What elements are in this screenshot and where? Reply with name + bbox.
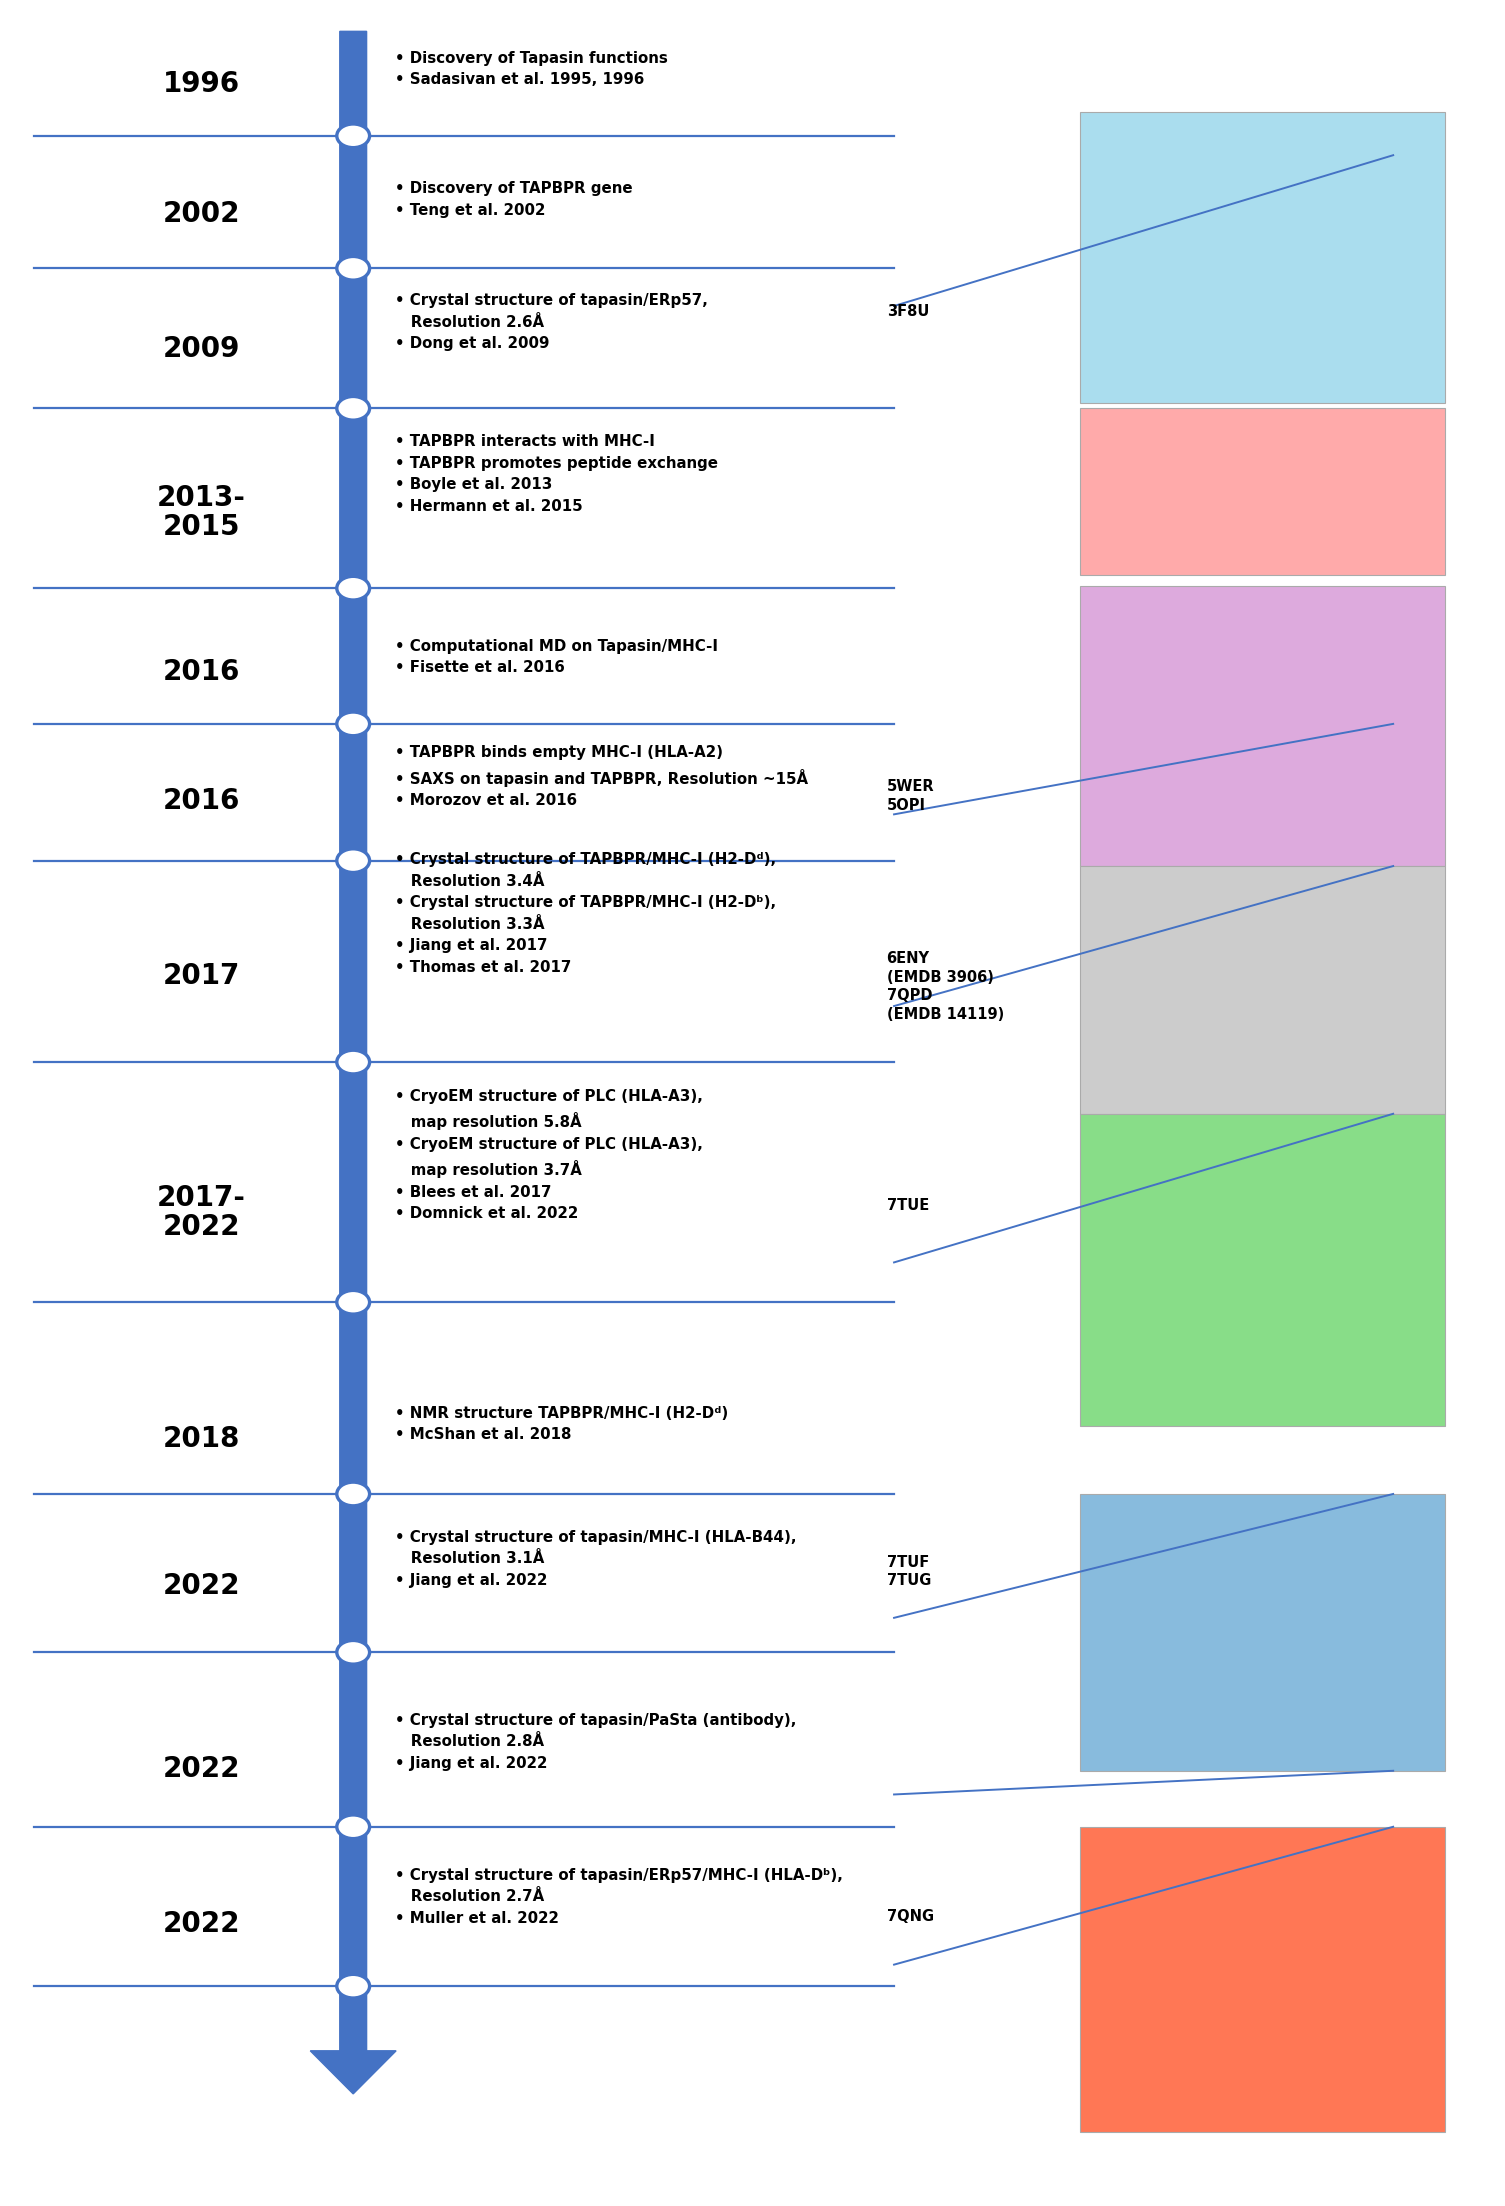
Circle shape: [337, 1816, 370, 1838]
Text: 2016: 2016: [163, 657, 239, 686]
Text: • Crystal structure of tapasin/MHC-I (HLA-B44),
   Resolution 3.1Å
• Jiang et al: • Crystal structure of tapasin/MHC-I (HL…: [394, 1529, 796, 1588]
Circle shape: [337, 849, 370, 874]
Text: 3F8U: 3F8U: [886, 304, 929, 320]
FancyArrow shape: [310, 31, 396, 2093]
Text: 1996: 1996: [163, 71, 239, 97]
Bar: [1081, 1493, 1445, 1771]
Circle shape: [337, 1050, 370, 1074]
Text: • NMR structure TAPBPR/MHC-I (H2-Dᵈ)
• McShan et al. 2018: • NMR structure TAPBPR/MHC-I (H2-Dᵈ) • M…: [394, 1405, 728, 1443]
Circle shape: [337, 1974, 370, 1999]
Bar: [1081, 1114, 1445, 1425]
Text: 7QNG: 7QNG: [886, 1908, 933, 1924]
Text: 2022: 2022: [163, 1754, 239, 1782]
Circle shape: [337, 576, 370, 600]
Bar: [1081, 408, 1445, 576]
Text: • Crystal structure of tapasin/ERp57/MHC-I (HLA-Dᵇ),
   Resolution 2.7Å
• Muller: • Crystal structure of tapasin/ERp57/MHC…: [394, 1868, 843, 1926]
Text: 2016: 2016: [163, 788, 239, 816]
Text: 2013-
2015: 2013- 2015: [157, 485, 245, 540]
Text: 2009: 2009: [163, 335, 239, 364]
Text: 2022: 2022: [163, 1910, 239, 1937]
Text: • Discovery of Tapasin functions
• Sadasivan et al. 1995, 1996: • Discovery of Tapasin functions • Sadas…: [394, 51, 668, 88]
Circle shape: [337, 397, 370, 419]
Text: 7TUF
7TUG: 7TUF 7TUG: [886, 1555, 932, 1588]
Circle shape: [337, 1641, 370, 1663]
Text: • Computational MD on Tapasin/MHC-I
• Fisette et al. 2016: • Computational MD on Tapasin/MHC-I • Fi…: [394, 640, 718, 675]
Text: • Crystal structure of tapasin/PaSta (antibody),
   Resolution 2.8Å
• Jiang et a: • Crystal structure of tapasin/PaSta (an…: [394, 1712, 796, 1771]
Text: • Crystal structure of tapasin/ERp57,
   Resolution 2.6Å
• Dong et al. 2009: • Crystal structure of tapasin/ERp57, Re…: [394, 293, 707, 351]
Circle shape: [337, 256, 370, 280]
Text: 2018: 2018: [163, 1425, 239, 1454]
Circle shape: [337, 1482, 370, 1507]
Text: 2017: 2017: [163, 962, 239, 990]
Circle shape: [337, 124, 370, 148]
Text: 7TUE: 7TUE: [886, 1198, 929, 1213]
Bar: [1081, 113, 1445, 404]
Text: • Discovery of TAPBPR gene
• Teng et al. 2002: • Discovery of TAPBPR gene • Teng et al.…: [394, 181, 632, 218]
Text: 2002: 2002: [163, 201, 239, 229]
Bar: [1081, 587, 1445, 867]
Text: • TAPBPR interacts with MHC-I
• TAPBPR promotes peptide exchange
• Boyle et al. : • TAPBPR interacts with MHC-I • TAPBPR p…: [394, 435, 718, 514]
Text: 2022: 2022: [163, 1571, 239, 1599]
Circle shape: [337, 713, 370, 737]
Text: 5WER
5OPI: 5WER 5OPI: [886, 779, 935, 812]
Text: • TAPBPR binds empty MHC-I (HLA-A2)
• SAXS on tapasin and TAPBPR, Resolution ~15: • TAPBPR binds empty MHC-I (HLA-A2) • SA…: [394, 746, 808, 807]
Circle shape: [337, 1291, 370, 1315]
Text: 6ENY
(EMDB 3906)
7QPD
(EMDB 14119): 6ENY (EMDB 3906) 7QPD (EMDB 14119): [886, 951, 1004, 1021]
Text: • CryoEM structure of PLC (HLA-A3),
   map resolution 5.8Å
• CryoEM structure of: • CryoEM structure of PLC (HLA-A3), map …: [394, 1090, 703, 1222]
Text: • Crystal structure of TAPBPR/MHC-I (H2-Dᵈ),
   Resolution 3.4Å
• Crystal struct: • Crystal structure of TAPBPR/MHC-I (H2-…: [394, 852, 777, 975]
Bar: [1081, 867, 1445, 1114]
Text: 2017-
2022: 2017- 2022: [157, 1185, 245, 1242]
Bar: [1081, 1827, 1445, 2131]
